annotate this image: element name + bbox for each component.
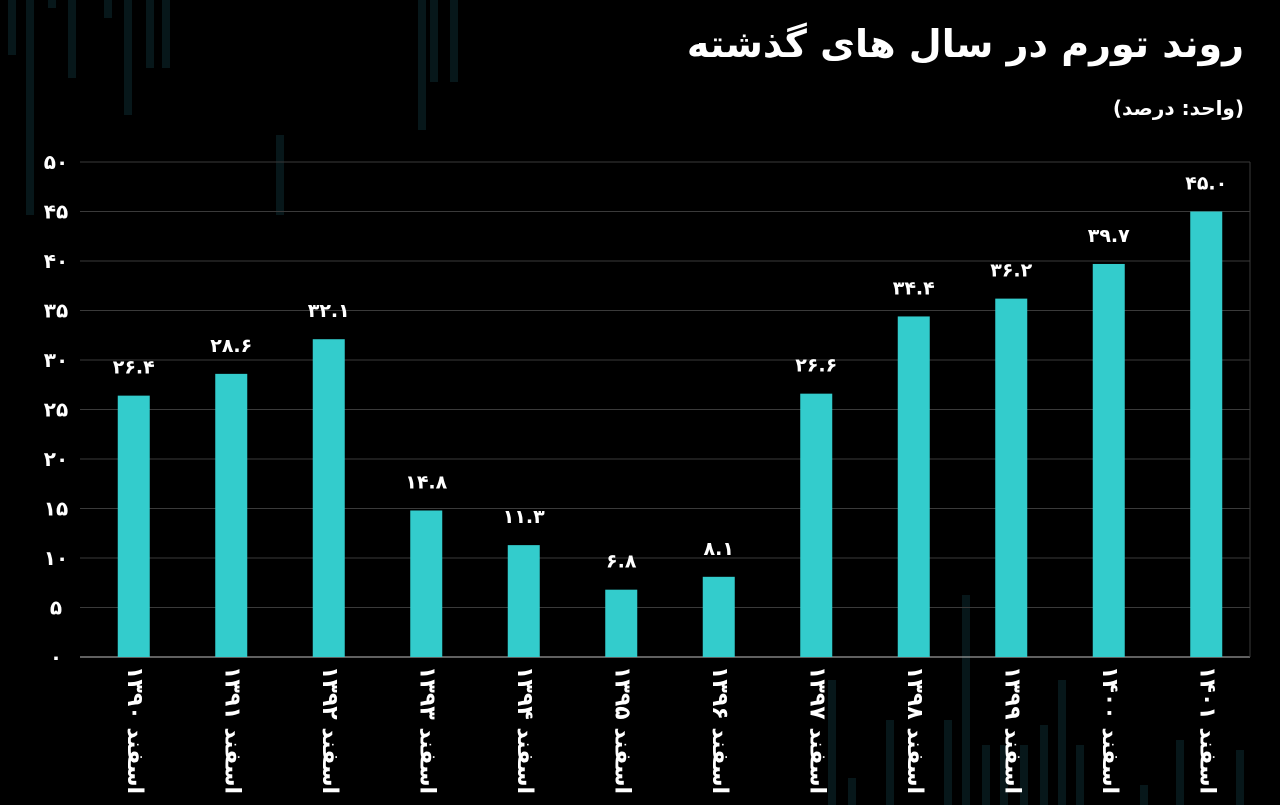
bars — [117, 211, 1223, 657]
bar — [215, 373, 248, 657]
decor-candle — [1140, 785, 1148, 805]
x-tick-label: اسفند ۱۳۹۷ — [804, 666, 829, 794]
y-tick-label: ۳۰ — [44, 348, 68, 372]
decor-candle — [276, 135, 284, 215]
decor-candle — [26, 0, 34, 215]
data-label: ۳۴.۴ — [893, 277, 935, 299]
gridlines — [80, 161, 1251, 658]
bar — [800, 393, 833, 657]
x-tick-label: اسفند ۱۳۹۵ — [609, 666, 634, 794]
y-tick-label: ۰ — [50, 645, 62, 669]
bar — [312, 339, 345, 657]
x-tick-label: اسفند ۱۳۹۸ — [902, 666, 927, 794]
data-label: ۳۹.۷ — [1088, 225, 1130, 247]
decor-candle — [828, 680, 836, 805]
decor-candle — [1176, 740, 1184, 805]
bar — [117, 395, 150, 657]
data-label: ۴۵.۰ — [1185, 173, 1227, 195]
decor-candle — [1040, 725, 1048, 805]
y-tick-label: ۴۵ — [44, 200, 68, 224]
x-tick-label: اسفند ۱۴۰۰ — [1097, 666, 1122, 794]
x-axis-tick-labels: اسفند ۱۳۹۰ اسفند ۱۳۹۱ اسفند ۱۳۹۲ اسفند ۱۳۹۳… — [122, 666, 1220, 794]
data-label: ۲۶.۴ — [113, 357, 155, 379]
decor-candle — [886, 720, 894, 805]
bar — [605, 589, 638, 657]
y-tick-label: ۲۵ — [44, 398, 68, 422]
bar — [702, 576, 735, 657]
x-tick-label: اسفند ۱۳۹۱ — [219, 666, 244, 794]
y-tick-label: ۱۵ — [44, 497, 68, 521]
y-tick-label: ۲۰ — [44, 447, 68, 471]
x-tick-label: اسفند ۱۳۹۹ — [999, 666, 1024, 794]
data-labels: ۲۶.۴ ۲۸.۶ ۳۲.۱ ۱۴.۸ ۱۱.۳ ۶.۸ ۸.۱ ۲۶.۶ ۳۴.۴ ۳۶.۲ ۳۹… — [113, 173, 1228, 573]
decor-candle — [982, 745, 990, 805]
y-tick-label: ۴۰ — [44, 249, 68, 273]
decor-candle — [450, 0, 458, 82]
data-label: ۳۲.۱ — [308, 300, 350, 322]
decor-candle — [944, 720, 952, 805]
decor-candle — [8, 0, 16, 55]
data-label: ۸.۱ — [704, 538, 734, 560]
x-tick-label: اسفند ۱۳۹۲ — [317, 666, 342, 794]
decor-candle — [1058, 680, 1066, 805]
decor-candle — [1020, 745, 1028, 805]
bar — [995, 298, 1028, 657]
data-label: ۳۶.۲ — [990, 260, 1032, 282]
bar — [897, 316, 930, 657]
data-label: ۶.۸ — [606, 551, 637, 573]
decor-candle — [418, 0, 426, 130]
chart-unit: (واحد: درصد) — [1112, 96, 1244, 120]
decor-candle — [962, 595, 970, 805]
y-tick-label: ۵ — [50, 596, 62, 620]
bar — [1190, 211, 1223, 657]
y-tick-label: ۳۵ — [44, 299, 68, 323]
decor-candle — [68, 0, 76, 78]
decor-candle — [104, 0, 112, 18]
x-tick-label: اسفند ۱۳۹۴ — [512, 666, 537, 794]
y-tick-label: ۵۰ — [44, 150, 68, 174]
data-label: ۱۴.۸ — [405, 471, 447, 493]
decor-candle — [848, 778, 856, 805]
decor-candle — [48, 0, 56, 8]
x-tick-label: اسفند ۱۳۹۳ — [414, 666, 439, 794]
chart-title: روند تورم در سال های گذشته — [686, 22, 1244, 66]
data-label: ۲۸.۶ — [210, 335, 252, 357]
decor-candle — [1236, 750, 1244, 805]
x-tick-label: اسفند ۱۳۹۶ — [707, 666, 732, 794]
decor-candle — [162, 0, 170, 68]
bar — [410, 510, 443, 657]
y-tick-label: ۱۰ — [44, 546, 68, 570]
data-label: ۱۱.۳ — [503, 506, 545, 528]
bar — [1092, 263, 1125, 657]
y-axis-tick-labels: ۰ ۵ ۱۰ ۱۵ ۲۰ ۲۵ ۳۰ ۳۵ ۴۰ ۴۵ ۵۰ — [44, 150, 68, 669]
decor-candle — [124, 0, 132, 115]
decor-candle — [1000, 745, 1008, 805]
decor-candle — [1076, 745, 1084, 805]
data-label: ۲۶.۶ — [795, 355, 837, 377]
x-tick-label: اسفند ۱۴۰۱ — [1194, 666, 1219, 794]
decor-candle — [146, 0, 154, 68]
decor-candle — [430, 0, 438, 82]
x-tick-label: اسفند ۱۳۹۰ — [122, 666, 147, 794]
bar — [507, 545, 540, 657]
